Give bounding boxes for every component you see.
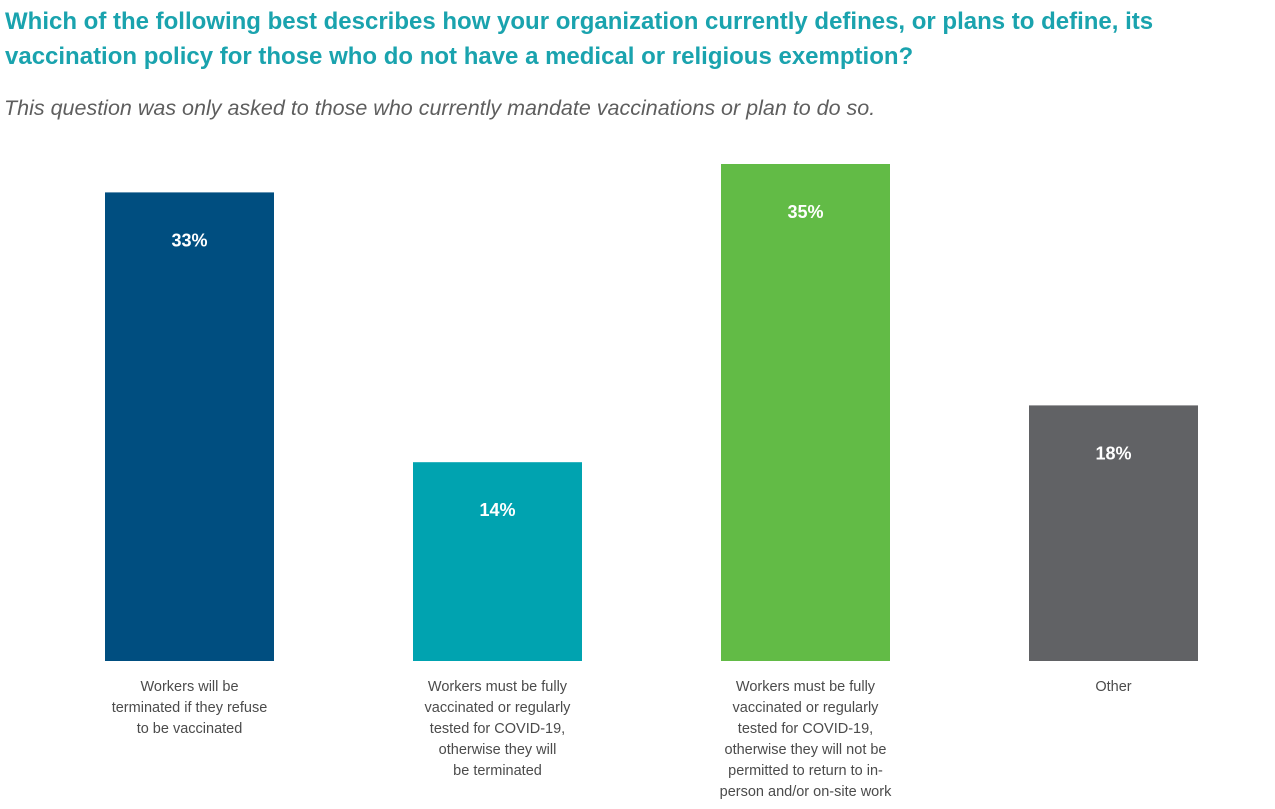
bar-1 [105, 192, 274, 661]
category-label-1: Workers will be terminated if they refus… [111, 679, 268, 737]
category-label-3: Workers must be fully vaccinated or regu… [719, 679, 892, 800]
chart-subtitle: This question was only asked to those wh… [4, 96, 876, 120]
bar-value-label-3: 35% [787, 202, 823, 222]
bar-4 [1029, 405, 1198, 661]
bar-value-label-2: 14% [479, 500, 515, 520]
bar-value-label-1: 33% [171, 230, 207, 250]
bar-2 [413, 462, 582, 661]
category-label-2: Workers must be fully vaccinated or regu… [424, 679, 571, 779]
bar-value-label-4: 18% [1095, 443, 1131, 463]
category-label-4: Other [1095, 679, 1132, 695]
bar-3 [721, 164, 890, 661]
chart-title: Which of the following best describes ho… [5, 8, 1154, 70]
